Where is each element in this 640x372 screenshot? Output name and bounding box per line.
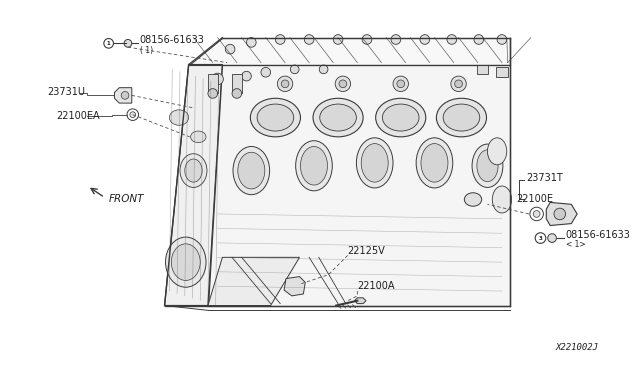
Circle shape [548,234,556,243]
Circle shape [451,76,467,92]
Circle shape [535,233,546,243]
Circle shape [208,89,218,98]
Ellipse shape [166,237,206,287]
Text: 3: 3 [538,235,543,241]
Circle shape [225,44,235,54]
Ellipse shape [383,104,419,131]
Circle shape [277,76,292,92]
Text: 08156-61633: 08156-61633 [140,35,204,45]
Ellipse shape [421,144,448,182]
Ellipse shape [376,98,426,137]
Ellipse shape [238,152,265,189]
Circle shape [232,89,242,98]
Ellipse shape [180,154,207,187]
Text: 22100EA: 22100EA [56,110,100,121]
Polygon shape [115,88,132,103]
Polygon shape [189,38,509,65]
Ellipse shape [300,147,328,185]
Circle shape [319,65,328,74]
Ellipse shape [313,98,363,137]
Circle shape [339,80,347,88]
Text: FRONT: FRONT [109,195,144,205]
Circle shape [104,39,113,48]
Polygon shape [208,257,300,305]
Circle shape [242,71,252,81]
Text: 22100A: 22100A [357,281,395,291]
Ellipse shape [185,159,202,182]
Ellipse shape [361,144,388,182]
Circle shape [121,92,129,99]
Text: X221002J: X221002J [556,343,598,352]
Polygon shape [355,298,366,304]
Circle shape [393,76,408,92]
Circle shape [391,35,401,44]
Circle shape [333,35,343,44]
Ellipse shape [436,98,486,137]
Ellipse shape [296,141,332,191]
Bar [496,67,508,77]
Circle shape [454,80,463,88]
Text: ( 1): ( 1) [140,46,152,55]
Bar [477,65,488,74]
Text: 23731T: 23731T [526,173,563,183]
Circle shape [447,35,456,44]
Circle shape [127,109,138,121]
Circle shape [420,35,429,44]
Ellipse shape [233,147,269,195]
Circle shape [474,35,484,44]
Circle shape [530,207,543,221]
Ellipse shape [477,150,498,182]
Text: 22125V: 22125V [348,246,385,256]
Circle shape [497,35,507,44]
Ellipse shape [250,98,300,137]
Text: < 1>: < 1> [566,240,585,249]
Ellipse shape [465,193,482,206]
Circle shape [130,112,136,118]
Text: 08156-61633: 08156-61633 [566,230,630,240]
Circle shape [246,38,256,47]
Circle shape [124,39,132,47]
Circle shape [275,35,285,44]
Circle shape [533,211,540,217]
Polygon shape [284,277,305,296]
Ellipse shape [320,104,356,131]
Circle shape [362,35,372,44]
Ellipse shape [488,138,507,165]
Ellipse shape [416,138,452,188]
Ellipse shape [172,244,200,280]
Ellipse shape [472,144,503,187]
Bar [232,74,242,93]
Ellipse shape [257,104,294,131]
Circle shape [212,73,223,85]
Circle shape [261,67,271,77]
Circle shape [291,65,299,74]
Polygon shape [208,65,509,305]
Circle shape [554,208,566,220]
Ellipse shape [170,110,189,125]
Text: 1: 1 [107,41,111,46]
Ellipse shape [443,104,480,131]
Ellipse shape [356,138,393,188]
Ellipse shape [191,131,206,142]
Ellipse shape [492,186,511,213]
Circle shape [335,76,351,92]
Text: 23731U: 23731U [47,87,85,97]
Polygon shape [547,202,577,225]
Circle shape [397,80,404,88]
Circle shape [281,80,289,88]
Circle shape [305,35,314,44]
Text: 22100E: 22100E [516,195,554,205]
Polygon shape [164,65,222,305]
Bar [208,74,218,93]
